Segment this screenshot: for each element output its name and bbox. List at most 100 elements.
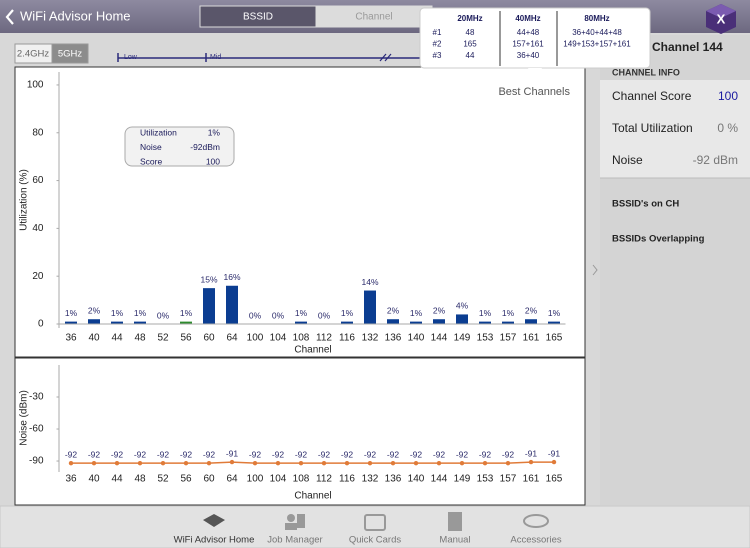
noise-point xyxy=(206,460,212,466)
noise-point xyxy=(344,460,350,466)
tooltip-value: 1% xyxy=(208,127,221,137)
bar xyxy=(387,319,399,324)
y-tick-label: -30 xyxy=(29,392,44,403)
popup-cell: 149+153+157+161 xyxy=(563,40,631,49)
bar xyxy=(180,321,192,324)
tab-label[interactable]: Manual xyxy=(439,535,470,546)
noise-point xyxy=(298,460,304,466)
bar-label: 1% xyxy=(479,308,492,318)
side-info xyxy=(600,80,750,178)
tab-label[interactable]: WiFi Advisor Home xyxy=(174,535,255,546)
point-label: -92 xyxy=(134,449,147,459)
point-label: -92 xyxy=(180,449,193,459)
tab-label[interactable]: Job Manager xyxy=(267,535,322,546)
bar-label: 1% xyxy=(548,308,561,318)
noise-point xyxy=(183,460,189,466)
expander[interactable] xyxy=(592,264,598,276)
noise-point xyxy=(91,460,97,466)
noise-panel xyxy=(14,357,586,506)
popup-header: 40MHz xyxy=(515,14,540,23)
y-tick-label: 60 xyxy=(32,175,44,186)
bar xyxy=(502,321,514,324)
bar-label: 14% xyxy=(361,277,378,287)
back-button[interactable]: WiFi Advisor Home xyxy=(20,8,131,23)
tab-item[interactable]: WiFi Advisor Home xyxy=(174,514,255,546)
band-label[interactable]: 5GHz xyxy=(58,49,83,60)
x-tick-label: 48 xyxy=(134,333,146,344)
tab-label[interactable]: Quick Cards xyxy=(349,535,402,546)
tab-label[interactable]: Accessories xyxy=(510,535,561,546)
bar-label: 0% xyxy=(157,310,170,320)
popup-cell: 157+161 xyxy=(512,40,544,49)
tab-label[interactable]: Channel xyxy=(355,12,392,23)
x-tick-label: 108 xyxy=(293,333,310,344)
side-link[interactable]: BSSID's on CH xyxy=(612,199,679,210)
bar xyxy=(525,319,537,324)
x-tick-label: 153 xyxy=(477,474,494,485)
side-link[interactable]: BSSIDs Overlapping xyxy=(612,234,705,245)
point-label: -92 xyxy=(433,449,446,459)
y-tick-label: -60 xyxy=(29,424,44,435)
x-axis-label: Channel xyxy=(294,491,331,502)
side-heading: Channel 144 xyxy=(652,40,723,54)
x-tick-label: 153 xyxy=(477,333,494,344)
point-label: -92 xyxy=(410,449,423,459)
x-tick-label: 44 xyxy=(111,474,123,485)
tab-icon xyxy=(364,514,386,531)
point-label: -92 xyxy=(157,449,170,459)
point-label: -92 xyxy=(318,449,331,459)
tab-label[interactable]: BSSID xyxy=(243,12,273,23)
band-section: Low xyxy=(124,54,138,61)
y-tick-label: 20 xyxy=(32,271,44,282)
y-axis-label: Utilization (%) xyxy=(19,169,30,231)
noise-point xyxy=(114,460,120,466)
tab-icon xyxy=(523,514,549,528)
x-tick-label: 161 xyxy=(523,333,540,344)
x-tick-label: 60 xyxy=(203,333,215,344)
x-tick-label: 108 xyxy=(293,474,310,485)
x-tick-label: 52 xyxy=(157,474,169,485)
info-value: 100 xyxy=(718,89,738,103)
tab-bar-items: WiFi Advisor Home Job Manager Quick Cards M… xyxy=(174,512,562,546)
point-label: -92 xyxy=(203,449,216,459)
band-break xyxy=(379,53,392,62)
bar xyxy=(226,285,238,324)
band-button-selected[interactable] xyxy=(51,43,89,64)
point-label: -92 xyxy=(456,449,469,459)
noise-point xyxy=(413,460,419,466)
bar-label: 2% xyxy=(88,305,101,315)
noise-point xyxy=(68,460,74,466)
bar xyxy=(111,321,123,324)
tab-item[interactable]: Quick Cards xyxy=(349,514,402,546)
noise-point xyxy=(252,460,258,466)
bar-label: 1% xyxy=(111,308,124,318)
tab-icon xyxy=(287,514,295,522)
back-chevron[interactable] xyxy=(5,9,14,25)
bar-label: 2% xyxy=(433,305,446,315)
noise-point xyxy=(459,460,465,466)
bar-label: 0% xyxy=(249,310,262,320)
tab-bar xyxy=(0,505,750,548)
point-label: -92 xyxy=(502,449,515,459)
x-tick-label: 165 xyxy=(546,474,563,485)
tab-item[interactable]: Manual xyxy=(439,512,471,546)
bar-label: 4% xyxy=(456,301,469,311)
x-tick-label: 140 xyxy=(408,474,425,485)
bar xyxy=(548,321,560,324)
x-tick-label: 40 xyxy=(88,333,100,344)
tab-item[interactable]: Job Manager xyxy=(267,514,323,546)
bar-label: 1% xyxy=(502,308,515,318)
band-label[interactable]: 2.4GHz xyxy=(17,49,49,60)
tab-item[interactable]: Accessories xyxy=(510,514,562,546)
x-tick-label: 36 xyxy=(65,474,77,485)
x-tick-label: 56 xyxy=(180,333,192,344)
x-tick-label: 116 xyxy=(339,474,355,485)
popup-header: 20MHz xyxy=(457,14,482,23)
bar-label: 2% xyxy=(387,305,400,315)
tooltip-rows: Utilization 1% Noise -92dBm Score 100 xyxy=(140,127,220,166)
bar xyxy=(479,321,491,324)
bar xyxy=(88,319,100,324)
bar-label: 1% xyxy=(65,308,78,318)
point-label: -92 xyxy=(272,449,285,459)
